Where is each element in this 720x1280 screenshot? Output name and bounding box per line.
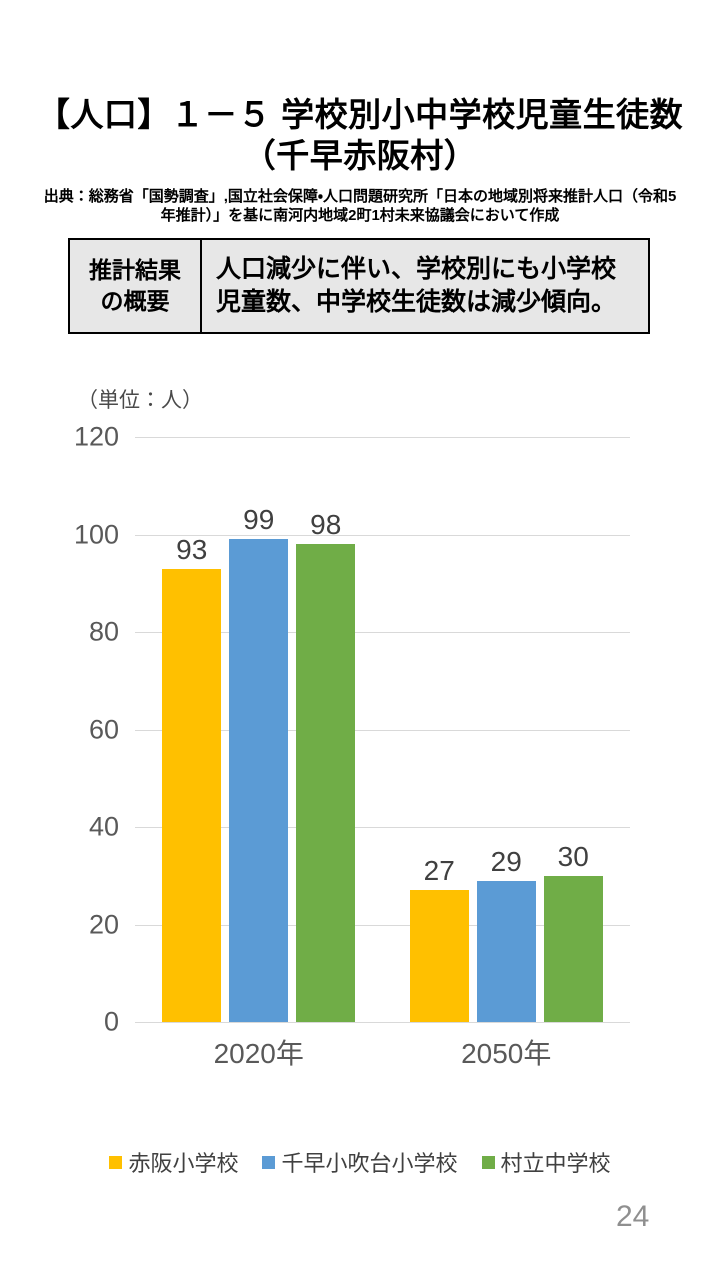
bar [162,568,222,1022]
bar-wrap: 29 [476,437,536,1022]
legend-item: 村立中学校 [481,1146,611,1178]
bar [296,544,356,1022]
legend-swatch-icon [481,1155,495,1169]
y-axis-tick-label: 120 [73,421,119,452]
bar-value-label: 29 [490,845,522,877]
source-note-line-1: 出典：総務省「国勢調査」,国立社会保障・人口問題研究所「日本の地域別将来推計人口… [43,188,677,205]
x-axis-category-label: 2050年 [461,1038,552,1069]
bar-groups: 93 99 98 27 29 30 [135,437,630,1022]
legend-label: 村立中学校 [500,1151,611,1176]
source-note-line-2: 年推計）」を基に南河内地域2町1村未来協議会において作成 [160,207,560,224]
gridline [135,534,630,536]
bar-value-label: 98 [310,509,342,541]
bar-wrap: 27 [409,437,469,1022]
bar-wrap: 93 [162,437,222,1022]
bar-wrap: 98 [296,437,356,1022]
bar-wrap: 30 [543,437,603,1022]
legend-swatch-icon [109,1155,123,1169]
page-title-line-1: 【人口】１－５ 学校別小中学校児童生徒数 [36,96,684,133]
bar-value-label: 27 [423,855,455,887]
x-axis-category-label: 2020年 [213,1038,304,1069]
bar-wrap: 99 [229,437,289,1022]
legend-item: 赤阪小学校 [109,1146,238,1178]
page-title-line-2: （千早赤阪村） [242,137,478,174]
gridline [135,924,630,926]
summary-table: 推計結果 の概要 人口減少に伴い、学校別にも小学校児童数、中学校生徒数は減少傾向… [68,238,650,334]
gridline [135,729,630,731]
y-axis-tick-label: 80 [88,616,119,647]
bar-chart-plot-area: 93 99 98 27 29 30 0 20 40 60 80 100 120 [74,422,630,1037]
summary-text: 人口減少に伴い、学校別にも小学校児童数、中学校生徒数は減少傾向。 [216,255,617,316]
summary-header-cell: 推計結果 の概要 [70,240,202,332]
y-axis-tick-label: 60 [88,714,119,744]
bar-value-label: 99 [243,504,275,536]
bar-group: 93 99 98 [135,437,383,1022]
gridline [135,437,630,438]
gridline [135,827,630,828]
y-axis-tick-label: 40 [88,811,119,842]
gridline [135,1022,630,1023]
y-axis-tick-label: 100 [73,519,119,549]
page-title: 【人口】１－５ 学校別小中学校児童生徒数 （千早赤阪村） [0,94,720,176]
summary-text-cell: 人口減少に伴い、学校別にも小学校児童数、中学校生徒数は減少傾向。 [202,240,648,332]
bar-value-label: 93 [176,533,208,565]
chart-unit-label: （単位：人） [77,389,203,412]
legend-swatch-icon [262,1155,276,1169]
bar [543,875,603,1022]
legend-item: 千早小吹台小学校 [262,1146,458,1178]
source-note: 出典：総務省「国勢調査」,国立社会保障・人口問題研究所「日本の地域別将来推計人口… [40,187,680,225]
y-axis-tick-label: 20 [88,909,119,939]
bar-group: 27 29 30 [383,437,631,1022]
bar [476,880,536,1022]
legend-label: 赤阪小学校 [128,1151,239,1176]
bar [409,890,469,1022]
bar-value-label: 30 [557,840,589,872]
bar [229,539,289,1022]
y-axis-tick-label: 0 [103,1006,119,1037]
page-number: 24 [616,1200,650,1233]
x-axis-labels: 2020年 2050年 [135,1032,630,1072]
chart-legend: 赤阪小学校 千早小吹台小学校 村立中学校 [0,1146,720,1178]
legend-label: 千早小吹台小学校 [281,1151,458,1176]
gridline [135,632,630,633]
